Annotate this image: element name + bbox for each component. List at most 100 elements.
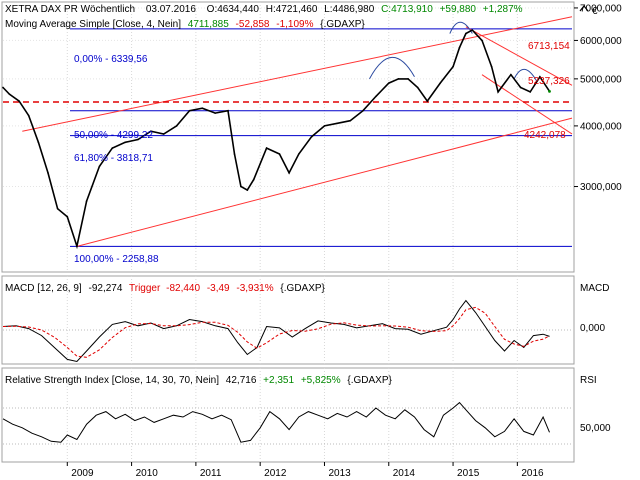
chart-header: XETRA DAX PR Wöchentlich 03.07.2016 O:46… (5, 4, 523, 15)
y-tick-label: 4000,000 (580, 121, 622, 132)
x-tick-label: 2016 (521, 468, 544, 479)
macd-symbol: {.GDAXP} (280, 283, 325, 294)
x-tick-label: 2014 (393, 468, 416, 479)
price-point (439, 82, 441, 84)
rsi-legend: Relative Strength Index [Close, 14, 30, … (5, 375, 393, 386)
fib-label-50: 50,00% - 4299,22 (74, 130, 153, 141)
price-panel[interactable] (1, 1, 575, 273)
price-point (98, 165, 101, 168)
price-point (458, 46, 461, 49)
arc-highlight (449, 21, 473, 34)
rsi-50-tick: 50,000 (580, 423, 611, 434)
price-point (2, 86, 4, 89)
price-point (362, 109, 364, 112)
trend-label-middle: 5237,326 (528, 76, 570, 87)
fib-label-618: 61,80% - 3818,71 (74, 153, 153, 164)
price-point (452, 65, 454, 68)
price-point (490, 65, 493, 68)
rsi-panel[interactable] (1, 367, 575, 463)
rsi-value: 42,716 (226, 375, 257, 386)
trigger-label: Trigger (129, 283, 161, 294)
price-point (349, 119, 351, 122)
price-point (162, 133, 165, 135)
trend-support-line (76, 117, 573, 247)
price-point (407, 78, 409, 80)
price-point (387, 82, 390, 84)
rsi-change: +2,351 (263, 375, 294, 386)
price-point (8, 93, 11, 95)
trend-label-lower: 4242,078 (524, 130, 566, 141)
macd-label: MACD [12, 26, 9] (5, 283, 82, 294)
price-point (124, 141, 126, 144)
price-point (297, 153, 300, 155)
macd-axis-label: MACD (580, 283, 609, 294)
price-point (465, 32, 467, 35)
macd-zero-tick: 0,000 (580, 323, 605, 334)
price-point (246, 189, 249, 191)
price-point (426, 100, 429, 102)
price-point (481, 39, 483, 42)
trend-resistance-line (22, 16, 573, 132)
price-point (37, 141, 40, 144)
price-point (397, 78, 400, 80)
rsi-symbol: {.GDAXP} (347, 375, 392, 386)
price-point (265, 147, 268, 149)
price-point (375, 95, 377, 98)
close-value: C:4713,910 (381, 4, 433, 15)
trend-label-upper: 6713,154 (528, 41, 570, 52)
price-point (66, 215, 69, 218)
price-point (310, 135, 313, 138)
y-tick-label: 3000,000 (580, 182, 622, 193)
instrument-title: XETRA DAX PR Wöchentlich (5, 4, 135, 15)
price-point (111, 147, 114, 149)
price-point (214, 112, 216, 114)
price-point (539, 75, 541, 78)
price-point (510, 73, 512, 76)
price-point (85, 200, 88, 202)
x-tick-label: 2013 (328, 468, 351, 479)
price-point (47, 172, 49, 174)
price-point (519, 86, 522, 89)
price-point (497, 91, 499, 93)
trigger-value: -82,440 (166, 283, 200, 294)
price-point (416, 86, 419, 89)
change-pct: +1,287% (483, 4, 523, 15)
macd-line (2, 299, 550, 363)
price-point (252, 178, 255, 181)
x-tick-label: 2012 (264, 468, 287, 479)
y-tick-label: 6000,000 (580, 36, 622, 47)
macd-change: -3,49 (207, 283, 230, 294)
price-point (150, 130, 152, 133)
y-tick-label: 7000,000 (580, 3, 622, 14)
price-point (278, 153, 281, 155)
ma-last-point (548, 89, 551, 93)
x-tick-label: 2011 (200, 468, 222, 479)
rsi-axis-label: RSI (580, 375, 597, 386)
price-point (56, 207, 59, 210)
bar-date: 03.07.2016 (146, 4, 196, 15)
price-point (137, 138, 139, 141)
macd-legend: MACD [12, 26, 9] -92,274 Trigger -82,440… (5, 283, 326, 294)
ma-legend: Moving Average Simple [Close, 4, Nein] 4… (5, 19, 365, 30)
low-value: L:4486,980 (324, 4, 374, 15)
price-point (201, 107, 204, 110)
rsi-line (2, 401, 550, 443)
fib-label-100: 100,00% - 2258,88 (74, 254, 159, 265)
price-point (76, 245, 78, 248)
x-tick-label: 2010 (136, 468, 159, 479)
price-point (175, 125, 178, 127)
chevron-up-icon[interactable] (579, 5, 589, 12)
price-point (233, 153, 236, 155)
change-value: +59,880 (440, 4, 477, 15)
fib-label-0: 0,00% - 6339,56 (74, 54, 148, 65)
rsi-label: Relative Strength Index [Close, 14, 30, … (5, 375, 219, 386)
currency-label: € (592, 6, 598, 17)
price-point (227, 109, 229, 112)
ma-change: -52,858 (236, 19, 270, 30)
ma-value: 4711,885 (188, 19, 229, 30)
price-point (188, 109, 191, 112)
price-point (240, 185, 242, 188)
macd-panel[interactable] (1, 275, 575, 365)
price-point (288, 172, 290, 174)
